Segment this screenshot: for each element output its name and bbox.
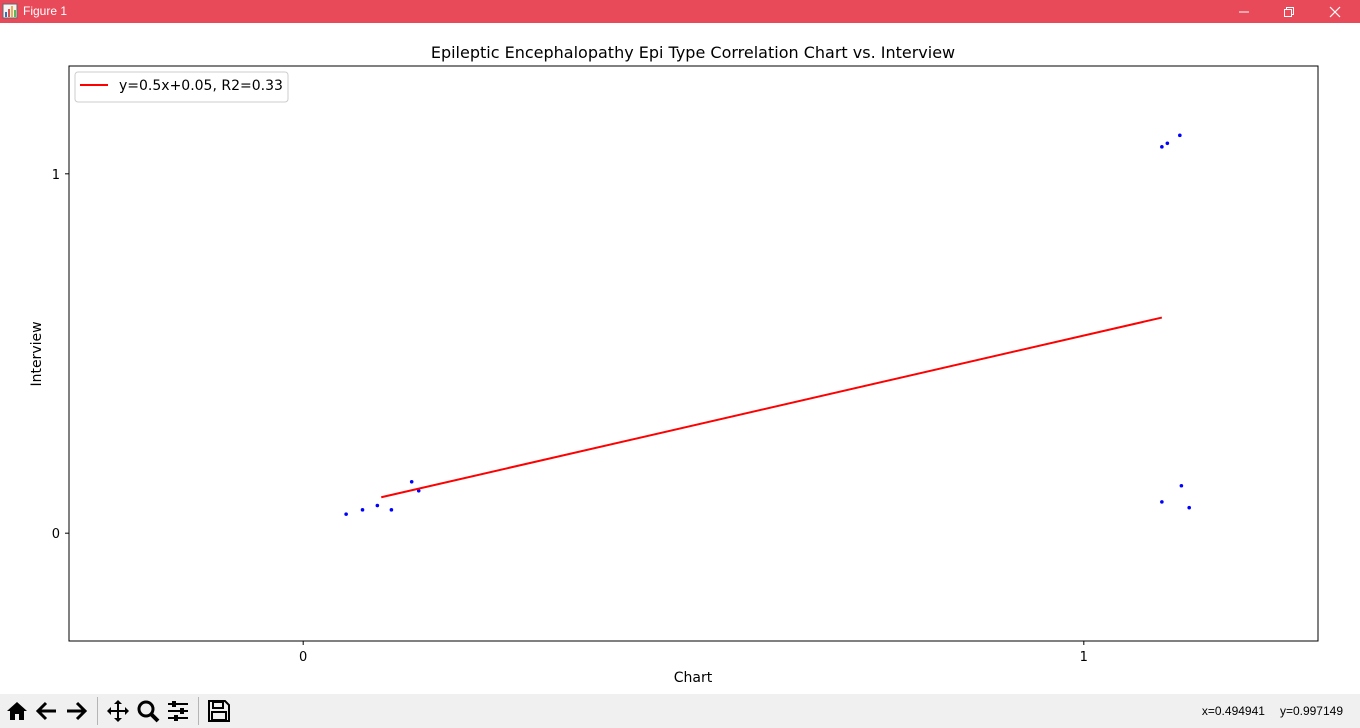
legend-label: y=0.5x+0.05, R2=0.33 xyxy=(119,78,283,94)
regression-line xyxy=(381,316,1163,499)
data-point xyxy=(1160,145,1164,149)
data-point xyxy=(344,512,348,516)
legend: y=0.5x+0.05, R2=0.33 xyxy=(74,71,289,103)
data-point xyxy=(416,488,421,493)
close-icon xyxy=(1329,6,1341,17)
coord-x: x=0.494941 xyxy=(1201,704,1265,718)
window-titlebar: Figure 1 xyxy=(0,0,1360,23)
coord-y: y=0.997149 xyxy=(1279,704,1343,718)
toolbar-separator xyxy=(198,697,199,725)
restore-icon xyxy=(1284,6,1294,17)
data-point xyxy=(375,503,380,508)
navigation-toolbar: x=0.494941 y=0.997149 xyxy=(0,694,1360,728)
figure-canvas[interactable]: Epileptic Encephalopathy Epi Type Correl… xyxy=(0,23,1360,694)
x-tick-label: 0 xyxy=(299,650,307,665)
data-point xyxy=(389,508,394,512)
save-button[interactable] xyxy=(205,696,233,726)
close-button[interactable] xyxy=(1312,0,1358,23)
app-icon xyxy=(2,3,18,19)
plot-area xyxy=(68,65,1319,642)
data-point xyxy=(409,479,414,484)
y-tick-label: 1 xyxy=(52,168,60,183)
zoom-button[interactable] xyxy=(134,696,162,726)
pan-button[interactable] xyxy=(104,696,132,726)
back-arrow-icon xyxy=(35,701,56,721)
cursor-coordinates: x=0.494941 y=0.997149 xyxy=(1187,704,1343,718)
pan-icon xyxy=(107,700,129,722)
zoom-icon xyxy=(137,700,160,723)
x-axis-label: Chart xyxy=(674,670,713,686)
save-icon xyxy=(208,700,230,722)
configure-button[interactable] xyxy=(164,696,192,726)
data-point xyxy=(1178,133,1182,138)
chart-title: Epileptic Encephalopathy Epi Type Correl… xyxy=(431,43,955,62)
data-point xyxy=(1160,500,1164,504)
y-tick-label: 0 xyxy=(52,527,60,542)
data-point xyxy=(1165,141,1170,146)
home-icon xyxy=(7,702,27,720)
data-point xyxy=(360,508,365,512)
chart-marks xyxy=(344,133,1191,516)
window-title: Figure 1 xyxy=(23,4,68,18)
restore-button[interactable] xyxy=(1266,0,1312,23)
scatter-chart: Epileptic Encephalopathy Epi Type Correl… xyxy=(29,43,1319,686)
y-axis-ticks: 01 xyxy=(52,168,69,542)
minimize-icon xyxy=(1239,11,1249,12)
data-point xyxy=(1179,483,1184,488)
forward-arrow-icon xyxy=(67,701,88,721)
x-tick-label: 1 xyxy=(1080,650,1088,665)
minimize-button[interactable] xyxy=(1221,0,1267,23)
forward-button[interactable] xyxy=(62,696,90,726)
configure-icon xyxy=(168,701,188,721)
home-button[interactable] xyxy=(3,696,31,726)
legend-box xyxy=(74,71,289,103)
back-button[interactable] xyxy=(33,696,61,726)
toolbar-separator xyxy=(97,697,98,725)
y-axis-label: Interview xyxy=(29,321,45,386)
data-point xyxy=(1187,505,1191,510)
